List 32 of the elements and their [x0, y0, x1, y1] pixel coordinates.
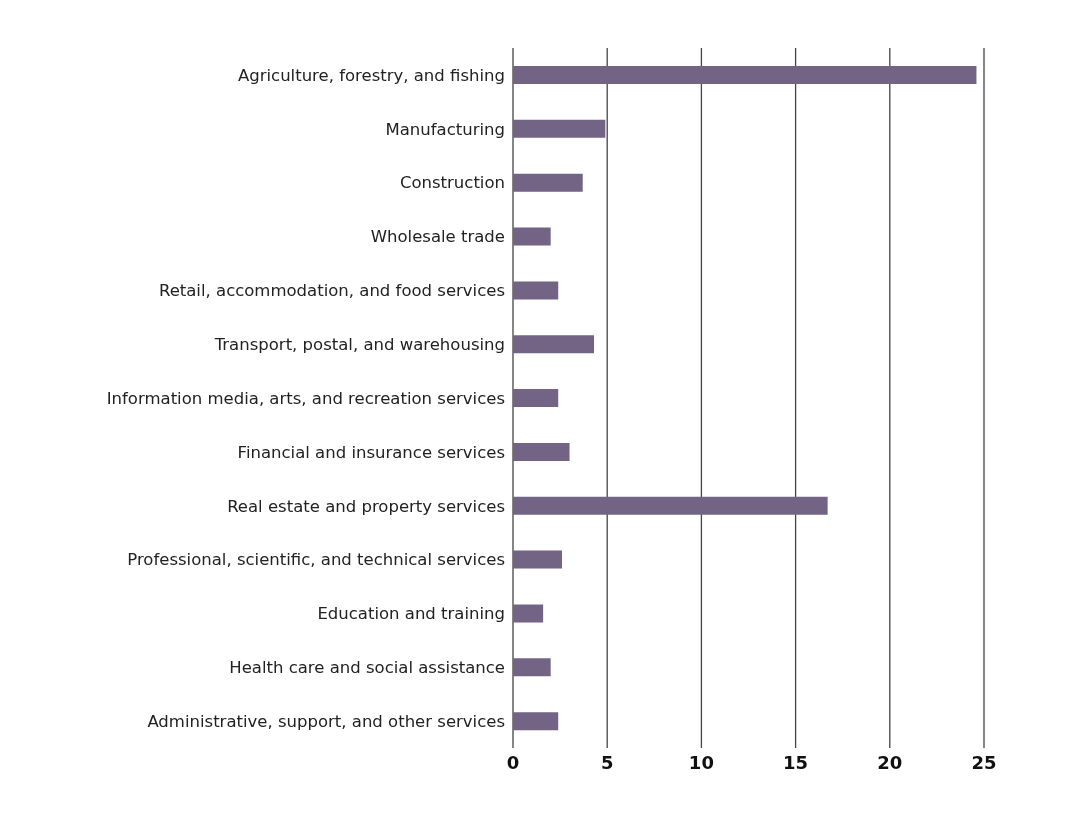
y-tick-label: Administrative, support, and other services — [147, 711, 505, 731]
bar — [513, 658, 551, 677]
x-tick-label: 5 — [600, 751, 614, 773]
x-tick-label: 25 — [971, 751, 997, 773]
y-tick-label: Information media, arts, and recreation services — [106, 388, 505, 408]
y-tick-label: Construction — [399, 173, 505, 193]
y-tick-label: Agriculture, forestry, and fishing — [237, 65, 505, 85]
y-tick-label: Real estate and property services — [227, 496, 505, 516]
y-tick-label: Education and training — [317, 604, 505, 624]
y-tick-label: Transport, postal, and warehousing — [213, 335, 505, 355]
bar — [513, 389, 559, 408]
bar — [513, 173, 583, 192]
y-tick-label: Manufacturing — [385, 119, 505, 139]
x-tick-label: 20 — [877, 751, 903, 773]
bar — [513, 604, 544, 623]
y-tick-label: Retail, accommodation, and food services — [158, 281, 505, 301]
bar — [513, 227, 551, 246]
bar — [513, 335, 595, 354]
x-tick-label: 10 — [688, 751, 714, 773]
x-tick-label: 15 — [783, 751, 809, 773]
y-tick-label: Financial and insurance services — [237, 442, 505, 462]
y-tick-label: Professional, scientific, and technical services — [127, 550, 505, 570]
bar — [513, 496, 828, 515]
bar — [513, 119, 606, 138]
y-tick-label: Wholesale trade — [370, 227, 505, 247]
bar — [513, 281, 559, 300]
bar — [513, 442, 570, 461]
x-tick-label: 0 — [506, 751, 520, 773]
bar — [513, 712, 559, 731]
bar — [513, 550, 562, 569]
bar — [513, 66, 977, 84]
y-tick-label: Health care and social assistance — [229, 658, 505, 678]
